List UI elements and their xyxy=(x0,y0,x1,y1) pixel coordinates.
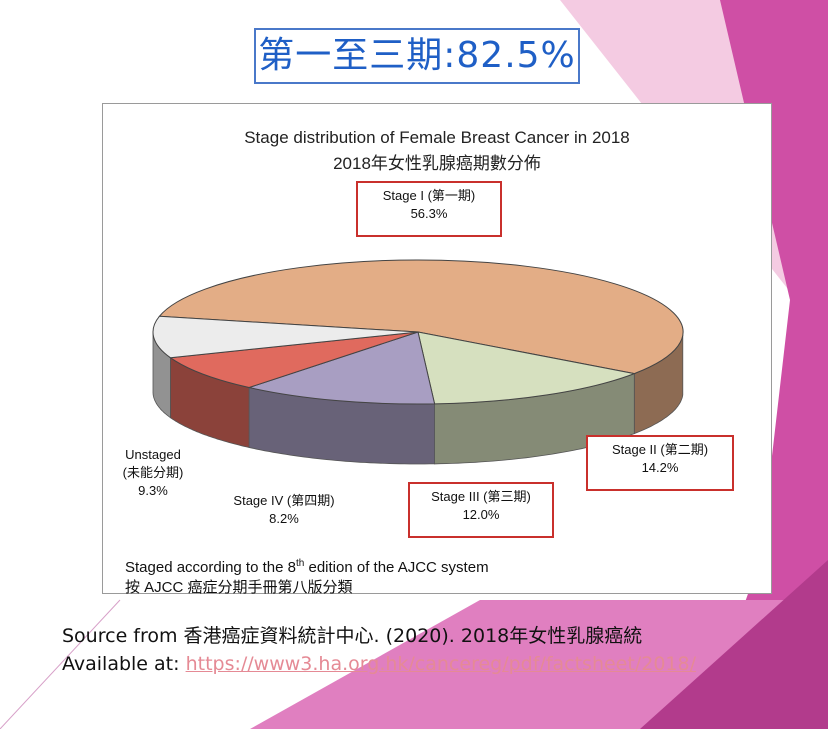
pie-sides xyxy=(152,332,684,465)
label-stage-4-name: Stage IV (第四期) xyxy=(233,493,335,508)
source-available-label: Available at: xyxy=(62,653,186,675)
label-unstaged-line2: (未能分期) xyxy=(122,465,184,480)
note-line1-sup: th xyxy=(295,558,305,569)
label-unstaged-value: 9.3% xyxy=(138,483,168,498)
bg-dark-magenta-corner xyxy=(640,560,828,729)
bg-magenta-shape-right xyxy=(700,0,828,729)
pie-slice-1 xyxy=(417,331,637,405)
label-stage-3-name: Stage III (第三期) xyxy=(431,489,531,504)
bg-thin-line xyxy=(0,599,121,729)
label-stage-3-value: 12.0% xyxy=(462,507,500,522)
label-unstaged-line1: Unstaged xyxy=(125,447,181,462)
pie-slice-0 xyxy=(158,259,684,375)
label-stage-1: Stage I (第一期) 56.3% xyxy=(356,181,502,237)
note-line1-post: edition of the AJCC system xyxy=(304,559,489,576)
chart-frame: Stage distribution of Female Breast Canc… xyxy=(102,103,772,596)
chart-title: Stage distribution of Female Breast Canc… xyxy=(244,128,630,147)
label-stage-1-name: Stage I (第一期) xyxy=(382,188,476,203)
label-unstaged: Unstaged (未能分期) 9.3% xyxy=(105,446,201,500)
pie-slice-4 xyxy=(152,315,419,359)
pie-slice-2 xyxy=(247,331,436,405)
note-line1-pre: Staged according to the 8 xyxy=(125,559,296,576)
pie-chart-3d xyxy=(152,259,684,465)
headline-box: 第一至三期:82.5% xyxy=(254,28,580,84)
staging-note-line1: Staged according to the 8th edition of t… xyxy=(125,554,489,578)
source-line-1: Source from 香港癌症資料統計中心. (2020). 2018年女性乳… xyxy=(62,625,643,647)
staging-note: Staged according to the 8th edition of t… xyxy=(125,554,489,598)
label-stage-2-value: 14.2% xyxy=(641,460,679,475)
source-citation: Source from 香港癌症資料統計中心. (2020). 2018年女性乳… xyxy=(62,622,696,678)
label-stage-1-value: 56.3% xyxy=(410,206,448,221)
source-line-2: Available at: https://www3.ha.org.hk/can… xyxy=(62,650,696,678)
label-stage-4-value: 8.2% xyxy=(269,511,299,526)
label-stage-2-name: Stage II (第二期) xyxy=(611,442,709,457)
label-stage-4: Stage IV (第四期) 8.2% xyxy=(219,492,349,528)
pie-tops xyxy=(152,259,684,405)
pie-slice-3 xyxy=(169,331,419,389)
label-stage-3: Stage III (第三期) 12.0% xyxy=(408,482,554,538)
label-stage-2: Stage II (第二期) 14.2% xyxy=(586,435,734,491)
source-link[interactable]: https://www3.ha.org.hk/cancereg/pdf/fact… xyxy=(185,653,696,675)
chart-subtitle: 2018年女性乳腺癌期數分佈 xyxy=(333,154,541,173)
staging-note-line2: 按 AJCC 癌症分期手冊第八版分類 xyxy=(125,579,353,596)
